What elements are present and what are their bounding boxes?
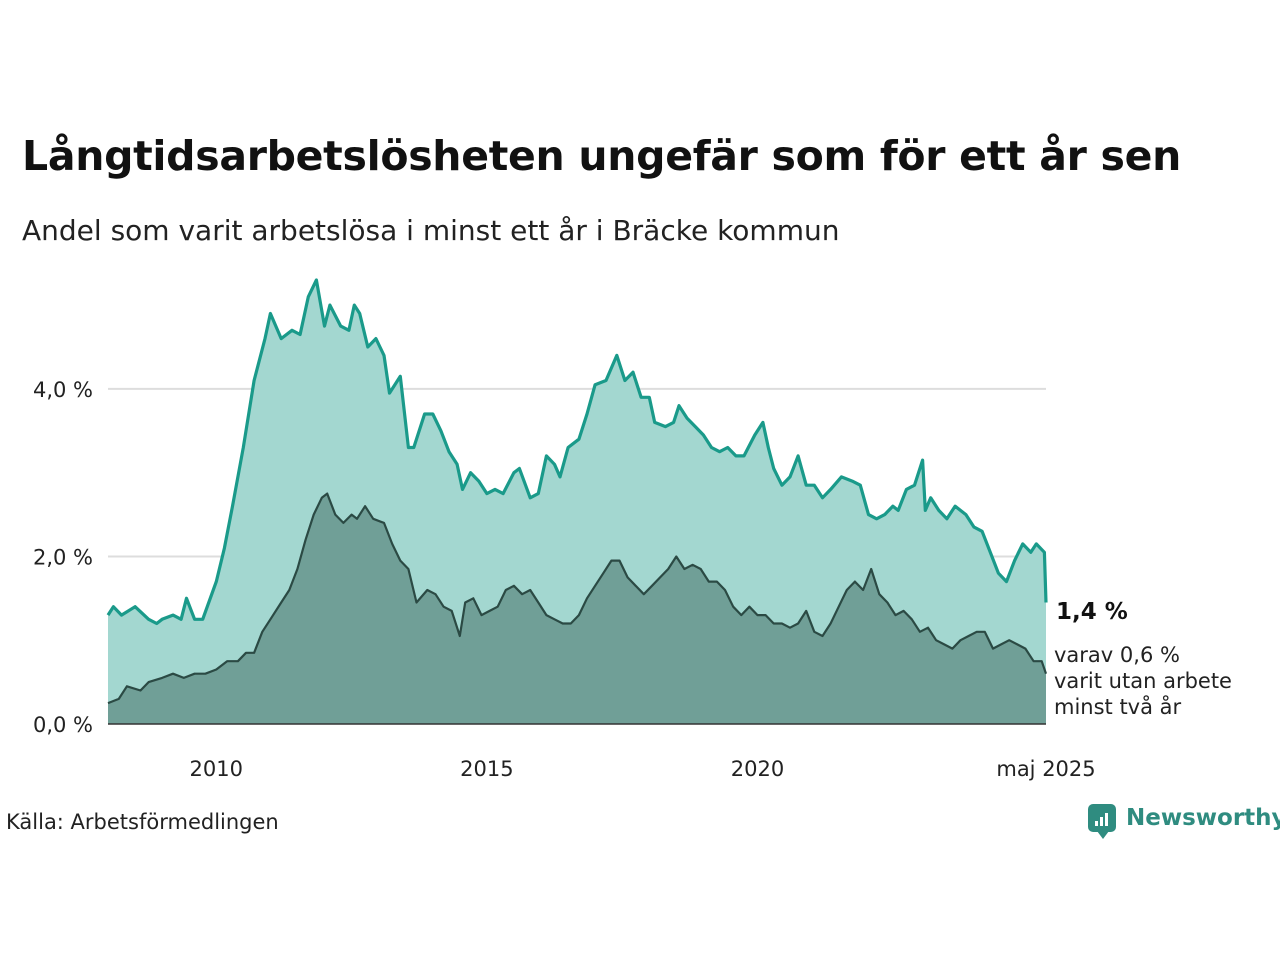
x-tick-label: 2010 <box>190 757 243 781</box>
series-long-area <box>108 493 1046 724</box>
chart-subtitle: Andel som varit arbetslösa i minst ett å… <box>22 214 840 247</box>
annotation-sub-line: varit utan arbete <box>1054 669 1232 693</box>
series-total-line <box>106 278 1048 626</box>
y-tick-label: 2,0 % <box>33 545 93 569</box>
series-long-line <box>107 492 1048 705</box>
annotation-sub-line: minst två år <box>1054 694 1182 719</box>
x-tick-label: 2015 <box>460 757 513 781</box>
x-tick-label: 2020 <box>731 757 784 781</box>
annotation-value: 1,4 % <box>1056 599 1128 625</box>
newsworthy-icon <box>1088 804 1116 839</box>
y-tick-label: 0,0 % <box>33 713 93 737</box>
y-tick-label: 4,0 % <box>33 378 93 402</box>
brand-name: Newsworthy <box>1126 805 1280 831</box>
chart-title: Långtidsarbetslösheten ungefär som för e… <box>22 132 1182 180</box>
source-note: Källa: Arbetsförmedlingen <box>6 810 279 834</box>
x-tick-label: maj 2025 <box>996 757 1095 781</box>
annotation-sub-line: varav 0,6 % <box>1054 643 1180 667</box>
brand-logo[interactable]: Newsworthy <box>1088 804 1280 839</box>
